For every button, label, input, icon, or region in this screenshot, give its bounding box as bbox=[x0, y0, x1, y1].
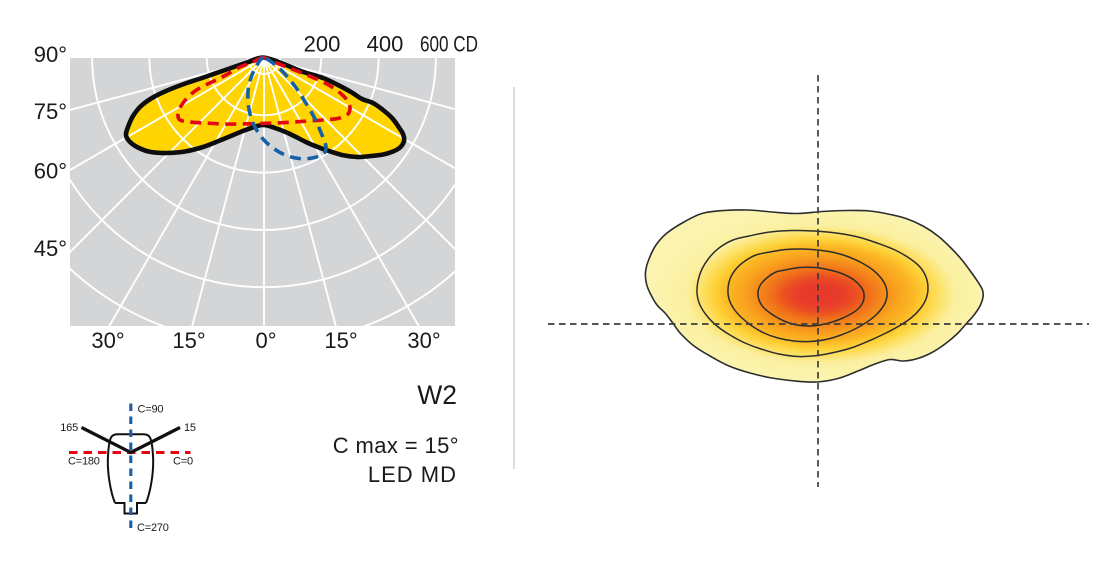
svg-text:400: 400 bbox=[367, 32, 404, 57]
svg-text:45°: 45° bbox=[34, 236, 67, 261]
svg-text:LED MD: LED MD bbox=[368, 462, 457, 487]
svg-text:30°: 30° bbox=[91, 328, 124, 353]
svg-text:C=90: C=90 bbox=[138, 404, 164, 416]
svg-text:15°: 15° bbox=[324, 328, 357, 353]
svg-text:15: 15 bbox=[184, 422, 196, 434]
svg-text:200: 200 bbox=[304, 32, 341, 57]
svg-text:60°: 60° bbox=[34, 159, 67, 184]
svg-text:90°: 90° bbox=[34, 42, 67, 67]
svg-text:C=270: C=270 bbox=[137, 522, 169, 534]
svg-text:600 CD: 600 CD bbox=[420, 32, 478, 57]
svg-text:C=180: C=180 bbox=[68, 456, 100, 468]
svg-text:30°: 30° bbox=[407, 328, 440, 353]
svg-text:0°: 0° bbox=[255, 328, 276, 353]
svg-text:15°: 15° bbox=[172, 328, 205, 353]
svg-text:75°: 75° bbox=[34, 99, 67, 124]
svg-text:C=0: C=0 bbox=[173, 456, 193, 468]
svg-text:165: 165 bbox=[60, 422, 78, 434]
svg-text:C max = 15°: C max = 15° bbox=[333, 433, 459, 458]
svg-text:W2: W2 bbox=[417, 380, 457, 410]
